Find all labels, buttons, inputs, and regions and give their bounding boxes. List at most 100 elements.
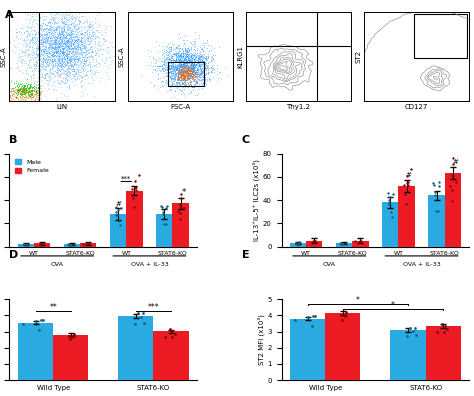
Point [36,92,44,99]
Point [36,46,44,52]
Point [73,51,80,57]
Point [55,40,63,46]
Point [39,38,47,45]
Point [75,44,83,50]
Point [82,69,90,75]
Point [176,74,184,80]
Point [36,83,44,89]
Point [184,70,192,76]
Point [385,200,393,206]
Point [76,79,84,85]
Point [166,74,174,80]
Point [186,66,194,72]
Point [181,62,189,68]
Point [55,35,63,42]
Point [57,27,64,33]
Point [178,61,186,68]
Point [171,57,178,64]
Point [186,65,193,71]
Point [45,38,52,44]
Point [37,59,45,66]
Point [52,53,60,59]
Point [33,52,41,59]
Point [97,46,105,52]
Point [84,38,91,45]
Point [38,62,46,68]
Point [176,48,184,54]
Point [182,65,189,71]
Point [35,56,42,63]
Point [185,72,192,78]
Point [97,42,105,48]
Point [191,78,199,84]
Point [63,51,70,57]
Point [33,23,41,29]
Point [40,48,48,54]
Point [31,39,39,46]
Point [63,33,70,39]
Point [73,36,80,42]
Point [182,74,189,80]
Point [78,29,85,36]
Point [73,69,80,75]
Point [26,94,34,101]
Point [189,64,197,70]
Point [42,31,50,38]
Point [54,20,62,26]
Point [25,100,33,107]
Point [46,57,54,64]
Point [179,61,187,67]
Point [67,8,75,15]
Point [23,50,31,57]
Point [64,26,71,32]
Point [54,47,62,53]
Point [181,55,189,62]
Point [60,27,68,33]
Point [171,46,179,52]
Point [51,24,59,30]
Point [184,71,192,78]
Point [208,57,215,63]
Point [192,70,200,76]
Point [71,34,78,40]
Point [67,43,74,50]
Point [47,57,55,63]
Point [68,74,76,81]
Point [162,51,170,57]
Point [71,55,78,61]
Point [198,70,205,76]
Point [292,316,299,323]
Point [215,69,223,75]
Point [32,48,39,55]
Point [189,55,197,61]
Point [172,70,180,76]
Point [186,68,193,74]
Point [30,95,37,102]
Point [18,48,26,54]
Point [64,72,72,79]
Point [175,54,182,60]
Point [60,13,68,19]
Point [59,43,66,50]
Point [28,11,36,17]
Point [189,64,197,70]
Point [39,46,46,53]
Point [60,14,67,21]
Point [61,46,68,52]
Point [49,53,57,60]
Point [85,32,93,39]
Point [24,88,32,95]
Point [49,78,57,84]
Point [7,86,14,93]
Point [186,61,194,68]
Point [63,21,70,27]
Point [52,49,59,55]
Point [49,33,56,40]
Point [67,53,74,59]
Point [17,90,25,97]
Point [76,43,83,49]
Point [117,222,124,228]
Point [164,74,172,80]
Point [194,59,201,65]
Point [180,77,188,83]
